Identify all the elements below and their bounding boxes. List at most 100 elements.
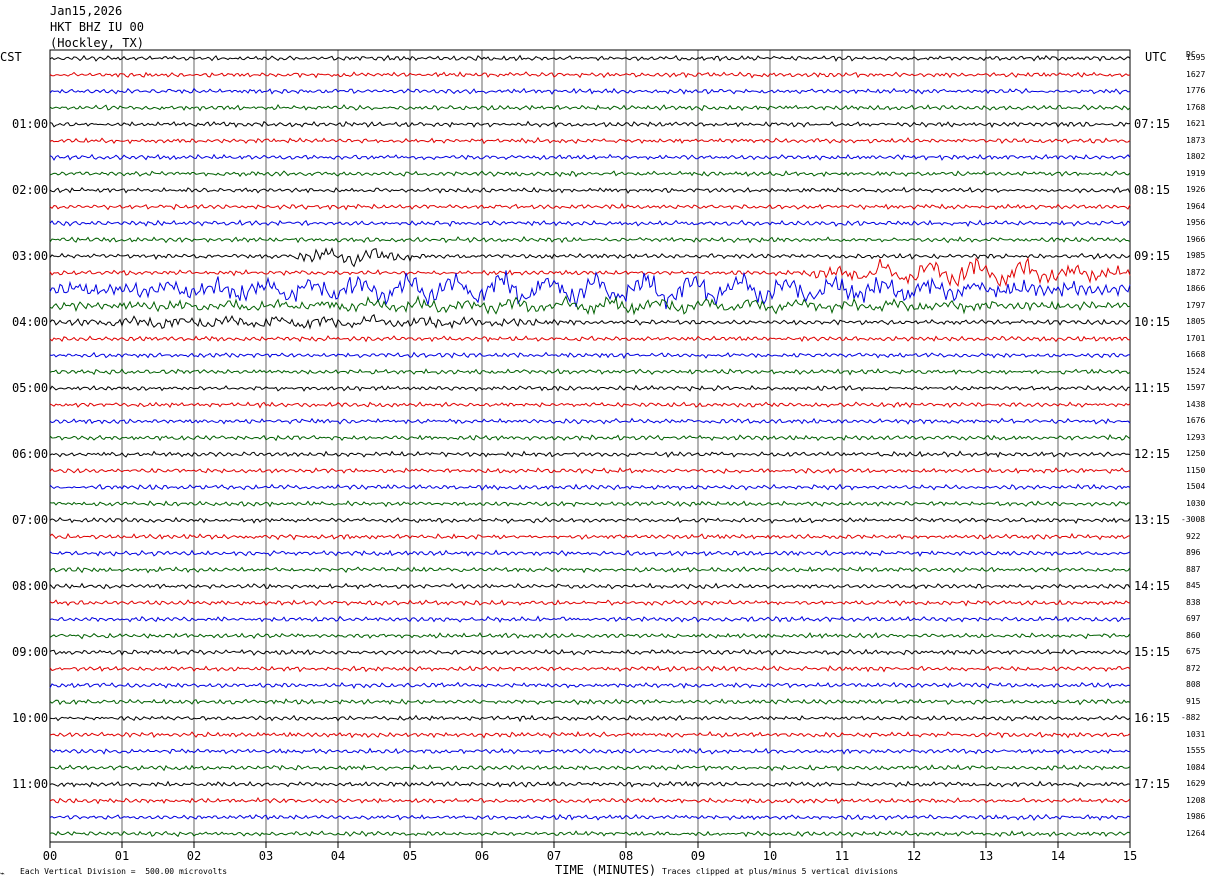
left-time-label: 03:00 [12, 249, 49, 264]
dc-offset-value: 915 [1186, 696, 1201, 706]
x-tick-label: 04 [331, 849, 345, 863]
dc-offset-value: 1293 [1186, 432, 1206, 442]
dc-offset-value: 808 [1186, 680, 1201, 690]
trace-row-27 [49, 500, 1131, 508]
trace-row-21 [49, 401, 1131, 409]
dc-offset-value: 1805 [1186, 317, 1206, 327]
trace-row-25 [49, 467, 1131, 475]
dc-offset-value: 1250 [1186, 449, 1206, 459]
x-tick-label: 13 [979, 849, 993, 863]
trace-row-10 [49, 219, 1131, 227]
trace-row-32 [49, 582, 1131, 590]
right-time-label: 16:15 [1134, 711, 1171, 726]
trace-row-7 [49, 170, 1131, 178]
left-time-label: 11:00 [12, 777, 49, 792]
trace-row-31 [49, 566, 1131, 574]
x-tick-label: 11 [835, 849, 849, 863]
trace-row-3 [49, 104, 1131, 112]
trace-row-30 [49, 549, 1131, 557]
trace-row-43 [49, 764, 1131, 772]
dc-offset-value: 1150 [1186, 465, 1206, 475]
dc-offset-value: 1621 [1186, 119, 1206, 129]
left-time-label: 09:00 [12, 645, 49, 660]
header-location: (Hockley, TX) [50, 36, 144, 50]
x-tick-label: 10 [763, 849, 777, 863]
dc-offset-value: 1986 [1186, 812, 1206, 822]
trace-row-34 [49, 615, 1131, 623]
left-timezone-label: CST [0, 50, 22, 64]
trace-row-15 [49, 295, 1131, 316]
trace-row-20 [49, 384, 1131, 392]
dc-offset-value: 1030 [1186, 498, 1206, 508]
right-time-label: 11:15 [1134, 381, 1171, 396]
dc-offset-value: 1668 [1186, 350, 1206, 360]
scale-note: Each Vertical Division = 500.00 microvol… [20, 867, 228, 876]
x-tick-label: 01 [115, 849, 129, 863]
corner-mark: ⌁ [0, 869, 5, 878]
left-time-label: 02:00 [12, 183, 49, 198]
trace-row-26 [49, 483, 1131, 491]
x-tick-label: 15 [1123, 849, 1137, 863]
dc-offset-value: 1768 [1186, 102, 1206, 112]
clip-note: Traces clipped at plus/minus 5 vertical … [662, 867, 899, 876]
dc-offset-value: 1966 [1186, 234, 1206, 244]
dc-offset-value: 1797 [1186, 300, 1206, 310]
x-tick-label: 05 [403, 849, 417, 863]
dc-offset-value: 838 [1186, 597, 1201, 607]
trace-row-33 [49, 599, 1131, 607]
dc-offset-value: 1985 [1186, 251, 1206, 261]
x-tick-label: 07 [547, 849, 561, 863]
trace-row-42 [49, 747, 1131, 755]
x-tick-label: 09 [691, 849, 705, 863]
dc-offset-header: DC [1186, 50, 1196, 59]
dc-offset-value: 1956 [1186, 218, 1206, 228]
x-tick-label: 08 [619, 849, 633, 863]
dc-offset-value: 1555 [1186, 746, 1206, 756]
dc-offset-value: 1438 [1186, 399, 1206, 409]
trace-row-45 [49, 796, 1131, 805]
trace-row-37 [49, 665, 1131, 673]
trace-row-41 [49, 730, 1131, 739]
right-time-label: 13:15 [1134, 513, 1171, 528]
x-tick-label: 12 [907, 849, 921, 863]
dc-offset-value: 675 [1186, 647, 1201, 657]
left-time-label: 05:00 [12, 381, 49, 396]
dc-offset-value: 1802 [1186, 152, 1206, 162]
x-tick-label: 02 [187, 849, 201, 863]
left-time-label: 10:00 [12, 711, 49, 726]
trace-row-40 [49, 714, 1131, 723]
dc-offset-value: 1524 [1186, 366, 1206, 376]
dc-offset-value: 1873 [1186, 135, 1206, 145]
trace-row-11 [49, 236, 1131, 244]
dc-offset-value: 1629 [1186, 779, 1206, 789]
trace-row-8 [49, 186, 1131, 194]
left-time-label: 07:00 [12, 513, 49, 528]
header-station: HKT BHZ IU 00 [50, 20, 144, 34]
trace-row-28 [49, 516, 1131, 524]
right-time-label: 10:15 [1134, 315, 1171, 330]
trace-row-2 [49, 87, 1131, 95]
trace-row-29 [49, 532, 1131, 541]
trace-row-18 [49, 351, 1131, 360]
dc-offset-value: 1084 [1186, 762, 1206, 772]
dc-offset-value: 1872 [1186, 267, 1206, 277]
right-time-label: 17:15 [1134, 777, 1171, 792]
trace-row-5 [49, 136, 1131, 145]
trace-row-22 [49, 417, 1131, 425]
right-time-label: 09:15 [1134, 249, 1171, 264]
x-tick-label: 03 [259, 849, 273, 863]
dc-offset-value: 887 [1186, 564, 1201, 574]
dc-offset-value: 1208 [1186, 795, 1206, 805]
trace-row-39 [49, 698, 1131, 706]
dc-offset-value: 1676 [1186, 416, 1206, 426]
trace-row-19 [49, 368, 1131, 376]
x-tick-label: 00 [43, 849, 57, 863]
left-time-label: 01:00 [12, 117, 49, 132]
dc-offset-value: 1595 [1186, 53, 1206, 63]
dc-offset-value: 1627 [1186, 69, 1206, 79]
trace-row-4 [49, 120, 1131, 128]
header-date: Jan15,2026 [50, 4, 123, 18]
right-timezone-label: UTC [1145, 50, 1167, 64]
dc-offset-value: 1964 [1186, 201, 1206, 211]
